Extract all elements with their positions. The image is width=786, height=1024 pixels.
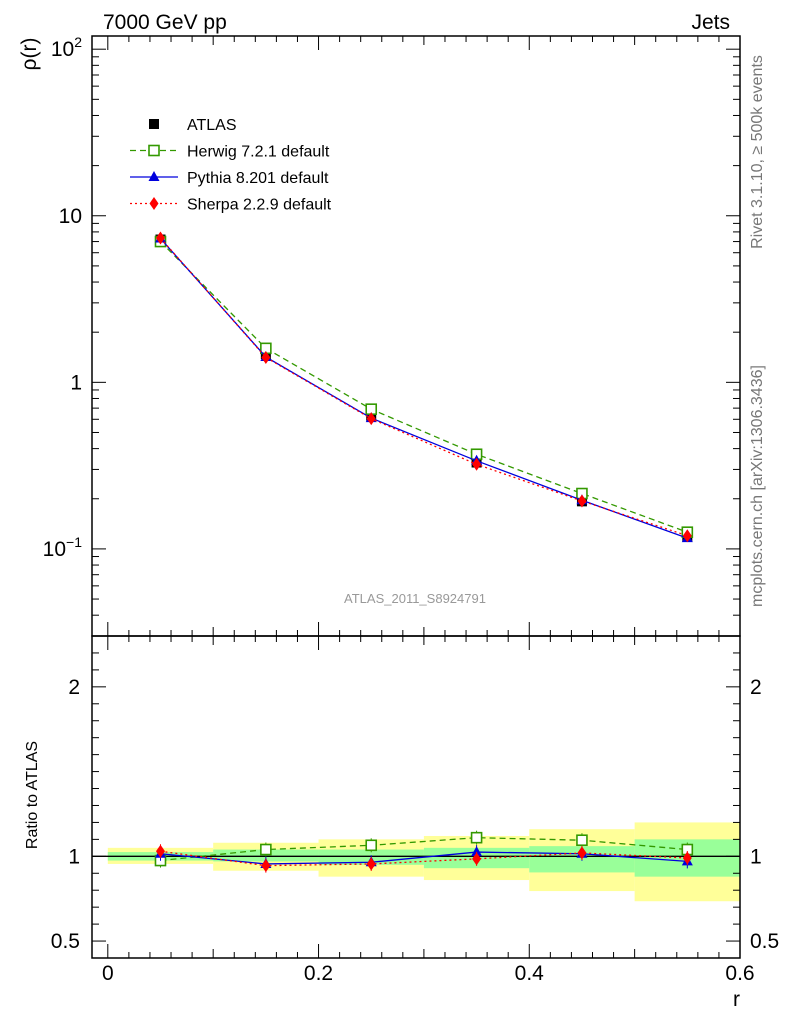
header-right-label: Jets [691,11,730,34]
series-line [160,241,688,533]
ratio-y-tick-label-right: 0.5 [750,930,779,953]
ratio-data-point [155,844,165,858]
x-tick-label: 0.2 [304,962,333,985]
ratio-y-tick-label-right: 2 [750,676,762,699]
series-line [160,237,688,537]
y-tick-label: 10−1 [43,534,83,561]
data-point [577,494,587,508]
legend-marker [148,171,160,181]
ratio-y-tick-label: 1 [68,845,80,868]
ratio-series-line [160,837,688,862]
ratio-panel: 2 2 1 1 0.5 0.5 0 0.2 0.4 0.6 [51,635,779,985]
ratio-y-tick-label: 2 [68,676,80,699]
series-line [160,238,688,539]
data-point [682,529,692,543]
ratio-data-point [472,852,482,866]
ratio-plot-frame [91,635,741,959]
x-tick-label: 0.6 [725,962,754,985]
side-label-mcplots: mcplots.cern.ch [arXiv:1306.3436] [749,365,766,607]
data-point [261,350,271,364]
y-axis-title-main: ρ(r) [18,38,41,71]
ratio-data-point [471,846,483,857]
x-axis-title: r [733,988,740,1011]
ratio-y-tick-label: 0.5 [51,930,80,953]
ratio-data-point [576,834,588,847]
main-panel: 102 10 1 10−1 [43,34,741,637]
y-axis-title-ratio: Ratio to ATLAS [24,741,41,849]
legend-marker [149,197,159,210]
ratio-series-line [160,850,688,867]
ratio-data-point [470,831,483,844]
ratio-data-point [682,851,692,865]
side-label-rivet: Rivet 3.1.10, ≥ 500k events [749,55,766,249]
header-left-label: 7000 GeV pp [103,11,227,34]
ratio-data-point [577,846,587,860]
data-point [366,412,376,426]
y-tick-label: 1 [70,371,82,394]
data-point [155,231,165,245]
data-point [472,457,482,471]
ratio-data-point [365,839,378,852]
legend: ATLAS Herwig 7.2.1 default Pythia 8.201 de… [130,117,332,214]
analysis-watermark: ATLAS_2011_S8924791 [344,591,486,606]
legend-marker [148,144,160,157]
x-tick-label: 0.4 [515,962,545,985]
x-tick-label: 0 [102,962,114,985]
legend-label: Sherpa 2.2.9 default [187,197,332,214]
legend-marker [149,119,159,129]
legend-label: Pythia 8.201 default [187,170,329,187]
ratio-data-point [366,857,376,871]
ratio-data-point [261,859,271,873]
ratio-series-line [160,851,688,865]
ratio-data-point [260,843,272,856]
legend-label: ATLAS [187,117,237,134]
y-tick-label: 10 [59,205,82,228]
legend-label: Herwig 7.2.1 default [187,144,330,161]
ratio-y-tick-label-right: 1 [750,845,762,868]
y-tick-label: 102 [51,34,82,61]
